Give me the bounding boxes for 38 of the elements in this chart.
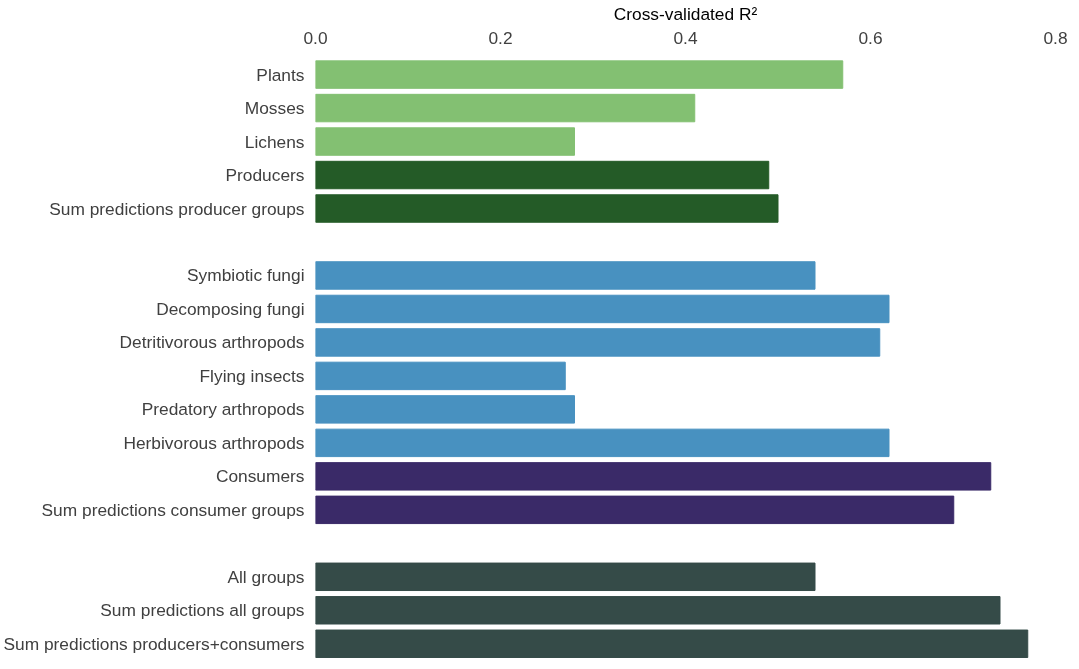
y-tick-label: Symbiotic fungi xyxy=(187,265,305,286)
y-tick-label: Flying insects xyxy=(199,365,305,386)
bar xyxy=(315,629,1029,658)
y-tick-label: Lichens xyxy=(244,131,305,152)
bar xyxy=(315,160,770,190)
y-tick-label: All groups xyxy=(227,566,305,587)
x-tick-label: 0.2 xyxy=(488,27,513,48)
bar xyxy=(315,60,844,89)
x-tick-label: 0.6 xyxy=(858,27,883,48)
bar xyxy=(315,462,992,491)
y-tick-label: Detritivorous arthropods xyxy=(119,332,305,353)
y-tick-label: Sum predictions all groups xyxy=(100,600,305,621)
bar xyxy=(315,328,881,357)
x-tick-label: 0.4 xyxy=(673,27,698,48)
y-tick-label: Producers xyxy=(225,165,305,186)
bar xyxy=(315,361,566,391)
y-tick-label: Sum predictions consumer groups xyxy=(41,499,305,520)
y-tick-label: Consumers xyxy=(215,466,305,487)
y-tick-label: Herbivorous arthropods xyxy=(123,432,305,453)
bar xyxy=(315,93,696,123)
bar xyxy=(315,495,955,525)
bar xyxy=(315,194,779,223)
y-tick-label: Plants xyxy=(256,64,305,85)
x-axis-title: Cross-validated R² xyxy=(613,3,758,24)
x-tick-label: 0.8 xyxy=(1043,27,1068,48)
y-tick-label: Sum predictions producer groups xyxy=(49,198,305,219)
bar xyxy=(315,395,575,424)
bar xyxy=(315,562,816,592)
y-tick-label: Predatory arthropods xyxy=(141,399,305,420)
bar xyxy=(315,294,890,324)
x-tick-label: 0.0 xyxy=(303,27,328,48)
y-tick-label: Decomposing fungi xyxy=(156,298,305,319)
y-tick-label: Mosses xyxy=(244,98,305,119)
bar xyxy=(315,596,1001,625)
bar xyxy=(315,127,575,156)
y-tick-label: Sum predictions producers+consumers xyxy=(3,633,305,654)
bar xyxy=(315,261,816,290)
bar xyxy=(315,428,890,458)
